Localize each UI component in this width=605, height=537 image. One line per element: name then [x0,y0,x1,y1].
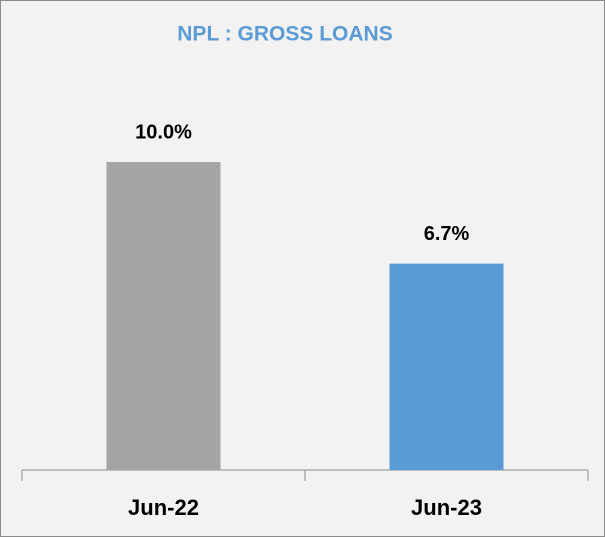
data-label: 10.0% [135,121,192,143]
x-tick-label: Jun-23 [411,495,482,520]
bar [106,162,221,470]
chart-title: NPL : GROSS LOANS [177,23,392,46]
data-label: 6.7% [424,223,470,245]
x-tick-label: Jun-22 [128,495,199,520]
bar [389,263,504,470]
